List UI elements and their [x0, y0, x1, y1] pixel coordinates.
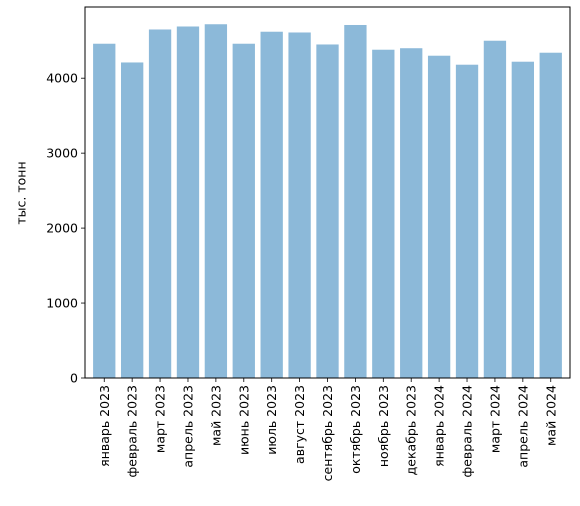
- bar-6: [260, 31, 283, 378]
- y-axis-ticks: 0 1000 2000 3000 4000: [46, 71, 85, 386]
- bar-2: [148, 29, 172, 378]
- bar-3: [176, 26, 200, 379]
- bar-11: [400, 48, 423, 378]
- x-tick-label-15: апрель 2024: [515, 385, 530, 468]
- x-tick-label-16: май 2024: [543, 385, 558, 446]
- x-tick-label-12: январь 2024: [432, 385, 447, 467]
- x-tick-label-13: февраль 2024: [460, 385, 475, 478]
- x-tick-label-11: декабрь 2023: [404, 385, 419, 475]
- bar-13: [455, 64, 479, 379]
- bar-5: [232, 43, 255, 378]
- x-tick-label-2: март 2023: [153, 385, 168, 453]
- bar-14: [483, 40, 507, 378]
- x-tick-label-9: октябрь 2023: [348, 385, 363, 474]
- bar-7: [288, 32, 311, 378]
- bar-8: [316, 44, 339, 378]
- x-tick-label-5: июнь 2023: [236, 385, 251, 455]
- bar-4: [204, 24, 228, 379]
- bars-group: [93, 24, 562, 379]
- y-axis-label: тыс. тонн: [14, 161, 29, 224]
- bar-15: [511, 61, 534, 379]
- plot-frame: [84, 6, 571, 379]
- x-tick-label-0: январь 2023: [97, 385, 112, 467]
- x-tick-label-8: сентябрь 2023: [320, 385, 335, 481]
- y-tick-label-1: 1000: [46, 296, 78, 311]
- x-tick-label-1: февраль 2023: [125, 385, 140, 477]
- bar-9: [344, 24, 367, 379]
- y-tick-label-3: 3000: [46, 146, 78, 161]
- bar-12: [427, 55, 451, 378]
- bar-1: [121, 62, 144, 379]
- bar-16: [539, 52, 562, 378]
- y-tick-label-2: 2000: [46, 221, 78, 236]
- bar-0: [93, 43, 116, 378]
- y-tick-label-4: 4000: [46, 71, 78, 86]
- x-tick-label-3: апрель 2023: [180, 385, 195, 468]
- y-tick-label-0: 0: [70, 371, 78, 386]
- x-axis-ticks: январь 2023 февраль 2023 март 2023 апрель 2…: [97, 378, 558, 481]
- x-tick-label-7: август 2023: [292, 385, 307, 464]
- x-tick-label-4: май 2023: [208, 385, 223, 446]
- x-tick-label-14: март 2024: [487, 385, 502, 453]
- bar-10: [372, 49, 395, 378]
- x-tick-label-6: июль 2023: [264, 385, 279, 455]
- x-tick-label-10: ноябрь 2023: [376, 385, 391, 467]
